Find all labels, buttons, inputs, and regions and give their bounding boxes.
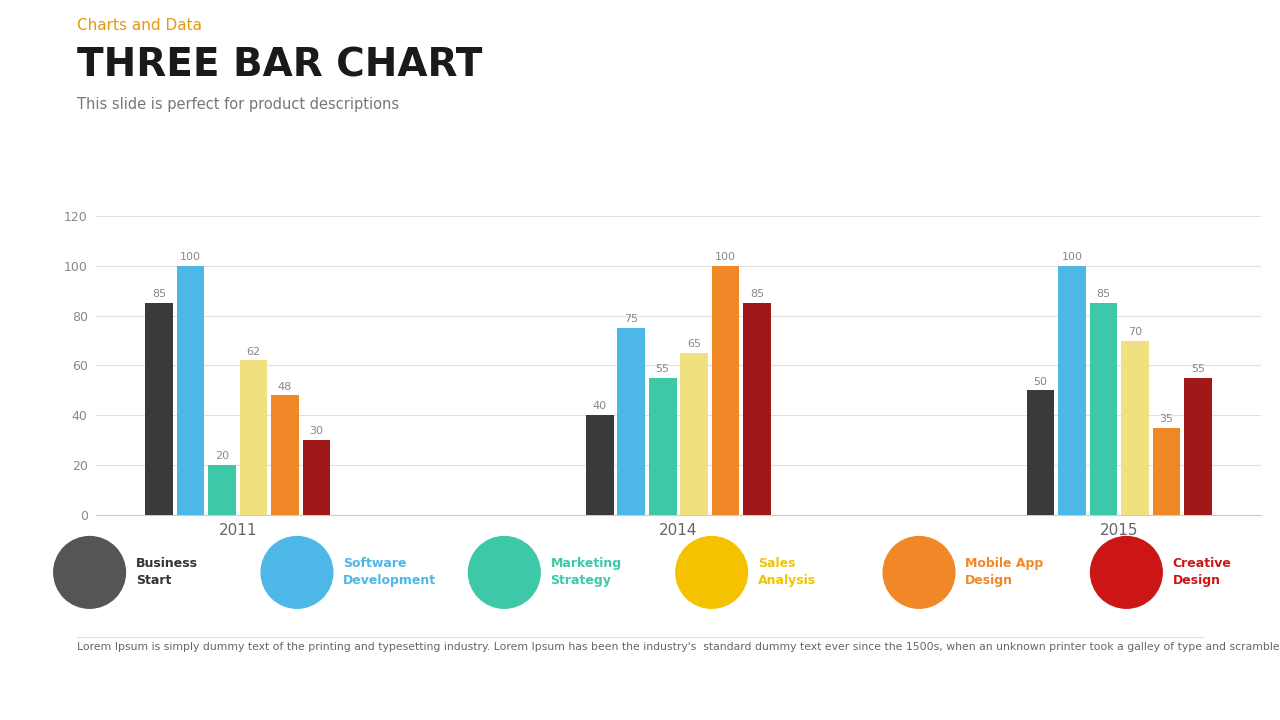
Text: Charts and Data: Charts and Data <box>77 18 202 33</box>
Text: 55: 55 <box>655 364 669 374</box>
Text: This slide is perfect for product descriptions: This slide is perfect for product descri… <box>77 97 399 112</box>
Text: Creative
Design: Creative Design <box>1172 557 1231 588</box>
Bar <box>145 303 173 515</box>
Text: Lorem Ipsum is simply dummy text of the printing and typesetting industry. Lorem: Lorem Ipsum is simply dummy text of the … <box>77 642 1280 652</box>
Bar <box>1121 341 1148 515</box>
Text: 100: 100 <box>180 252 201 262</box>
Text: Software
Development: Software Development <box>343 557 436 588</box>
Bar <box>177 266 205 515</box>
Text: 85: 85 <box>750 289 764 300</box>
Bar <box>617 328 645 515</box>
Bar <box>1184 378 1212 515</box>
Text: 62: 62 <box>246 347 260 356</box>
Bar <box>712 266 740 515</box>
Bar <box>209 465 236 515</box>
Bar <box>302 440 330 515</box>
Text: 35: 35 <box>1160 414 1174 424</box>
Text: 20: 20 <box>215 451 229 462</box>
Bar <box>1059 266 1085 515</box>
Text: 100: 100 <box>716 252 736 262</box>
Text: 75: 75 <box>625 315 639 324</box>
Text: 85: 85 <box>152 289 166 300</box>
Bar <box>744 303 771 515</box>
Bar <box>1152 428 1180 515</box>
Text: THREE BAR CHART: THREE BAR CHART <box>77 47 483 85</box>
Text: 85: 85 <box>1097 289 1111 300</box>
Text: 30: 30 <box>310 426 324 436</box>
Bar <box>649 378 677 515</box>
Bar <box>239 361 268 515</box>
Text: 65: 65 <box>687 339 701 349</box>
Bar <box>586 415 613 515</box>
Bar <box>1089 303 1117 515</box>
Bar <box>1027 390 1055 515</box>
Bar <box>271 395 298 515</box>
Bar <box>680 353 708 515</box>
Text: Sales
Analysis: Sales Analysis <box>758 557 815 588</box>
Text: Business
Start: Business Start <box>136 557 197 588</box>
Text: 48: 48 <box>278 382 292 392</box>
Text: 50: 50 <box>1033 377 1047 387</box>
Text: 100: 100 <box>1061 252 1083 262</box>
Text: 55: 55 <box>1190 364 1204 374</box>
Text: Mobile App
Design: Mobile App Design <box>965 557 1043 588</box>
Text: 40: 40 <box>593 402 607 411</box>
Text: Marketing
Strategy: Marketing Strategy <box>550 557 622 588</box>
Text: 70: 70 <box>1128 327 1142 337</box>
